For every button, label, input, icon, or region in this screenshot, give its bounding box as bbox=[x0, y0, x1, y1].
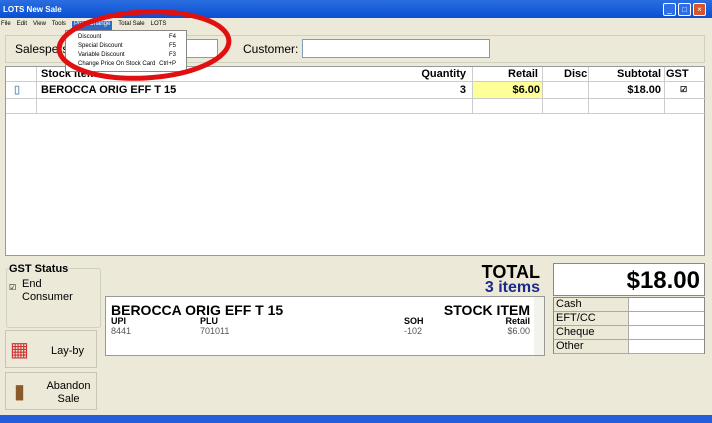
title-bar: LOTS New Sale bbox=[0, 0, 712, 18]
col-gst[interactable]: GST bbox=[666, 68, 689, 80]
col-quantity[interactable]: Quantity bbox=[421, 68, 466, 80]
sale-items-grid[interactable]: Stock Item Quantity Retail Disc Subtotal… bbox=[5, 66, 706, 256]
header-panel bbox=[5, 35, 705, 63]
menu-tools[interactable]: Tools bbox=[51, 21, 66, 27]
payment-table: Cash EFT/CC Cheque Other bbox=[553, 297, 705, 354]
item-info-panel: BEROCCA ORIG EFF T 15 STOCK ITEM UPI 844… bbox=[105, 296, 545, 356]
upi-value: 8441 bbox=[111, 326, 132, 336]
total-amount: $18.00 bbox=[553, 263, 705, 296]
end-consumer-checkbox[interactable]: ☑ bbox=[9, 283, 17, 292]
bottle-icon: ▯ bbox=[14, 84, 21, 96]
layby-button[interactable]: ▦ Lay-by bbox=[5, 330, 97, 368]
door-icon: ▮ bbox=[14, 381, 26, 403]
minimize-button[interactable]: _ bbox=[663, 3, 676, 16]
window-title: LOTS New Sale bbox=[3, 5, 62, 14]
col-retail[interactable]: Retail bbox=[508, 68, 538, 80]
close-button[interactable]: × bbox=[693, 3, 706, 16]
menu-item-variable-discount[interactable]: Variable Discount F3 bbox=[78, 52, 176, 58]
plu-value: 701011 bbox=[200, 326, 230, 336]
upi-label: UPI bbox=[111, 316, 127, 326]
payment-cheque[interactable]: Cheque bbox=[554, 326, 704, 340]
taskbar[interactable] bbox=[0, 415, 712, 423]
soh-value: -102 bbox=[404, 326, 423, 336]
plu-label: PLU bbox=[200, 316, 218, 326]
menu-item-special-discount[interactable]: Special Discount F5 bbox=[78, 43, 176, 49]
abandon-sale-button[interactable]: ▮ Abandon Sale bbox=[5, 372, 97, 410]
menu-file[interactable]: File bbox=[1, 21, 11, 27]
row-quantity[interactable]: 3 bbox=[459, 84, 466, 96]
col-subtotal[interactable]: Subtotal bbox=[617, 68, 661, 80]
info-scrollbar[interactable] bbox=[534, 297, 544, 355]
row-item[interactable]: BEROCCA ORIG EFF T 15 bbox=[41, 84, 177, 96]
menu-item-change-price[interactable]: Change Price On Stock Card Ctrl+P bbox=[78, 61, 176, 67]
soh-label: SOH bbox=[404, 316, 424, 326]
info-type: STOCK ITEM bbox=[443, 302, 530, 318]
end-consumer-label: End Consumer bbox=[22, 278, 73, 303]
menu-item-discount[interactable]: Discount F4 bbox=[78, 34, 176, 40]
row-subtotal[interactable]: $18.00 bbox=[627, 84, 661, 96]
payment-other[interactable]: Other bbox=[554, 340, 704, 354]
row-gst-checkbox[interactable]: ☑ bbox=[680, 85, 688, 94]
retail-label: Retail bbox=[505, 316, 530, 326]
payment-eftcc[interactable]: EFT/CC bbox=[554, 312, 704, 326]
retail-value: $6.00 bbox=[507, 326, 530, 336]
calendar-icon: ▦ bbox=[10, 339, 29, 361]
total-label: TOTAL bbox=[481, 262, 540, 282]
gst-status-group: GST Status ☑ End Consumer bbox=[6, 263, 101, 328]
customer-field[interactable] bbox=[302, 39, 490, 58]
price-change-dropdown: Discount F4 Special Discount F5 Variable D… bbox=[65, 30, 187, 72]
menu-view[interactable]: View bbox=[33, 21, 46, 27]
info-name: BEROCCA ORIG EFF T 15 bbox=[111, 302, 284, 318]
gst-status-title: GST Status bbox=[9, 263, 69, 275]
customer-label: Customer: bbox=[243, 42, 299, 56]
row-retail[interactable]: $6.00 bbox=[473, 82, 542, 98]
payment-cash[interactable]: Cash bbox=[554, 298, 704, 312]
col-disc[interactable]: Disc bbox=[564, 68, 588, 80]
maximize-button[interactable]: □ bbox=[678, 3, 691, 16]
total-items: 3 items bbox=[484, 279, 540, 295]
menu-edit[interactable]: Edit bbox=[16, 21, 28, 27]
